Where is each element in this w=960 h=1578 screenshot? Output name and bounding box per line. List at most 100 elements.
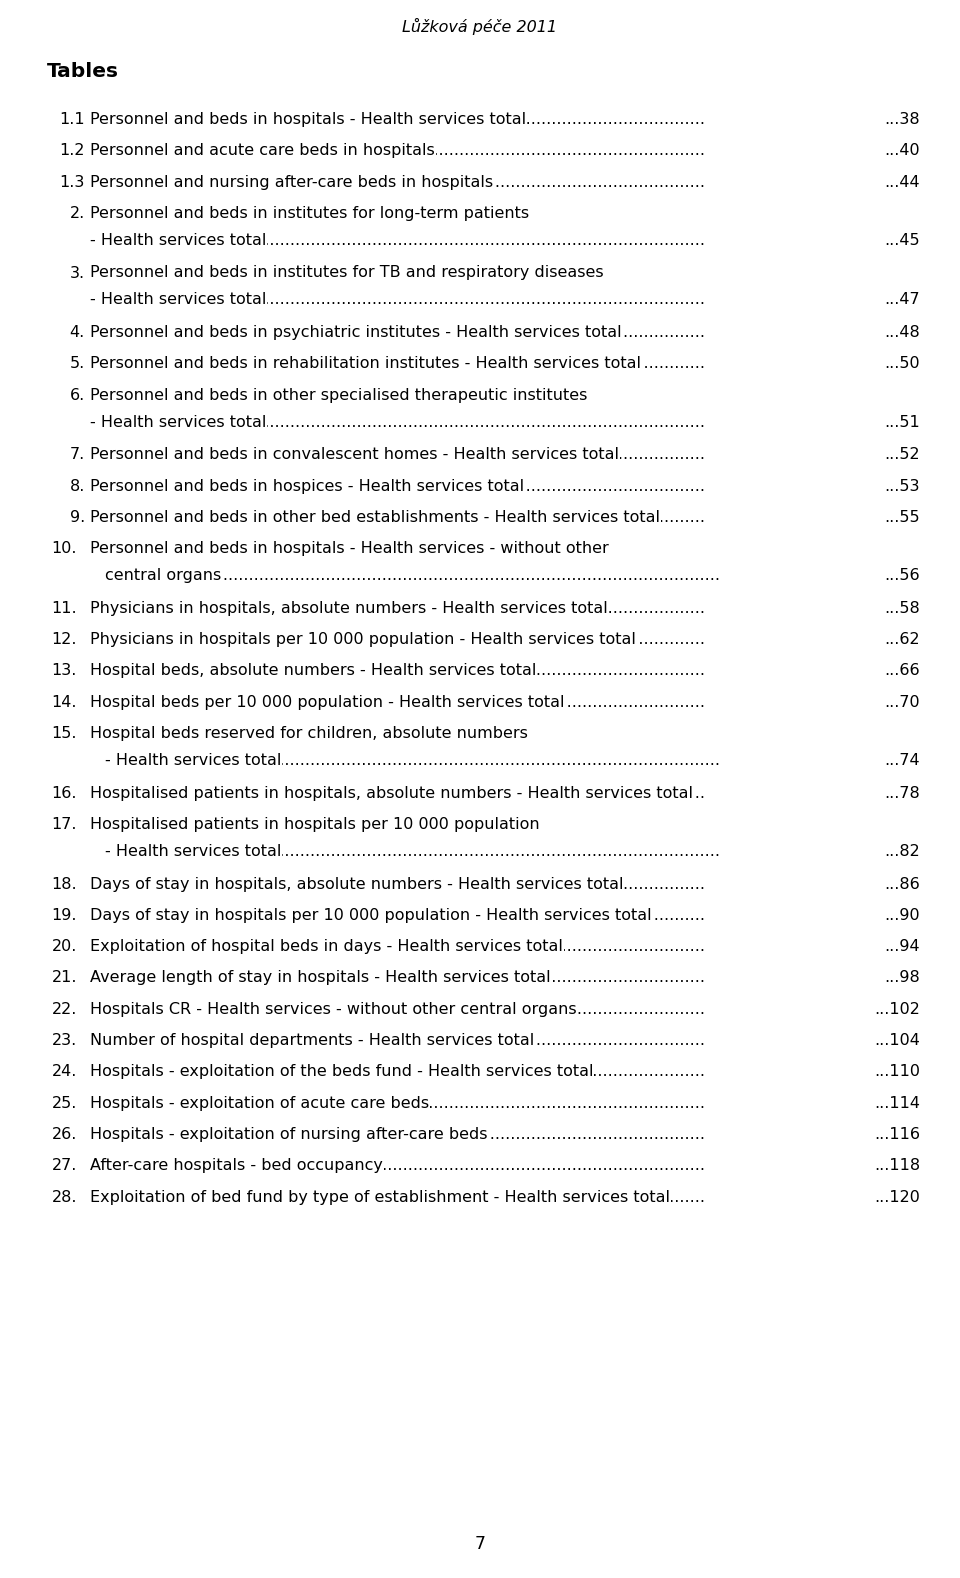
Text: 1.1: 1.1 [60,112,85,126]
Text: ................................................................................: ........................................… [90,478,705,494]
Text: ................................................................................: ........................................… [105,568,720,582]
Text: central organs: central organs [105,568,221,582]
Text: 16.: 16. [52,786,77,800]
Text: 27.: 27. [52,1158,77,1172]
Text: 23.: 23. [52,1034,77,1048]
Text: 13.: 13. [52,663,77,679]
Text: ................................................................................: ........................................… [90,232,705,248]
Text: - Health services total: - Health services total [90,292,266,308]
Text: After-care hospitals - bed occupancy: After-care hospitals - bed occupancy [90,1158,383,1172]
Text: ................................................................................: ........................................… [90,939,705,955]
Text: ...50: ...50 [884,357,920,371]
Text: ...110: ...110 [874,1064,920,1079]
Text: ...102: ...102 [875,1002,920,1016]
Text: ...66: ...66 [884,663,920,679]
Text: ................................................................................: ........................................… [90,1158,705,1172]
Text: Tables: Tables [47,62,119,80]
Text: ...116: ...116 [874,1127,920,1142]
Text: ...56: ...56 [884,568,920,582]
Text: 28.: 28. [52,1190,77,1204]
Text: ................................................................................: ........................................… [90,447,705,462]
Text: - Health services total: - Health services total [90,415,266,429]
Text: 5.: 5. [70,357,85,371]
Text: ................................................................................: ........................................… [90,633,705,647]
Text: Personnel and beds in institutes for long-term patients: Personnel and beds in institutes for lon… [90,205,529,221]
Text: Personnel and beds in convalescent homes - Health services total: Personnel and beds in convalescent homes… [90,447,619,462]
Text: Personnel and acute care beds in hospitals: Personnel and acute care beds in hospita… [90,144,435,158]
Text: ...62: ...62 [884,633,920,647]
Text: 3.: 3. [70,265,85,281]
Text: Days of stay in hospitals, absolute numbers - Health services total: Days of stay in hospitals, absolute numb… [90,876,623,892]
Text: ................................................................................: ........................................… [90,694,705,710]
Text: 22.: 22. [52,1002,77,1016]
Text: Personnel and nursing after-care beds in hospitals: Personnel and nursing after-care beds in… [90,175,493,189]
Text: ...98: ...98 [884,970,920,985]
Text: ...86: ...86 [884,876,920,892]
Text: ................................................................................: ........................................… [90,876,705,892]
Text: ................................................................................: ........................................… [90,970,705,985]
Text: 4.: 4. [70,325,85,341]
Text: ................................................................................: ........................................… [90,1095,705,1111]
Text: Personnel and beds in institutes for TB and respiratory diseases: Personnel and beds in institutes for TB … [90,265,604,281]
Text: Hospitalised patients in hospitals, absolute numbers - Health services total: Hospitalised patients in hospitals, abso… [90,786,693,800]
Text: 1.2: 1.2 [60,144,85,158]
Text: ................................................................................: ........................................… [90,663,705,679]
Text: - Health services total: - Health services total [105,844,281,858]
Text: 26.: 26. [52,1127,77,1142]
Text: ...74: ...74 [884,753,920,768]
Text: ................................................................................: ........................................… [90,175,705,189]
Text: ...78: ...78 [884,786,920,800]
Text: ................................................................................: ........................................… [90,144,705,158]
Text: Personnel and beds in other specialised therapeutic institutes: Personnel and beds in other specialised … [90,388,588,402]
Text: Exploitation of bed fund by type of establishment - Health services total: Exploitation of bed fund by type of esta… [90,1190,670,1204]
Text: Hospital beds, absolute numbers - Health services total: Hospital beds, absolute numbers - Health… [90,663,537,679]
Text: Hospitals - exploitation of acute care beds: Hospitals - exploitation of acute care b… [90,1095,429,1111]
Text: ...70: ...70 [884,694,920,710]
Text: ................................................................................: ........................................… [90,292,705,308]
Text: 18.: 18. [52,876,77,892]
Text: 1.3: 1.3 [60,175,85,189]
Text: Personnel and beds in rehabilitation institutes - Health services total: Personnel and beds in rehabilitation ins… [90,357,641,371]
Text: ...40: ...40 [884,144,920,158]
Text: ...90: ...90 [884,907,920,923]
Text: Physicians in hospitals per 10 000 population - Health services total: Physicians in hospitals per 10 000 popul… [90,633,636,647]
Text: 2.: 2. [70,205,85,221]
Text: 25.: 25. [52,1095,77,1111]
Text: 9.: 9. [70,510,85,525]
Text: ...94: ...94 [884,939,920,955]
Text: 21.: 21. [52,970,77,985]
Text: Personnel and beds in other bed establishments - Health services total: Personnel and beds in other bed establis… [90,510,660,525]
Text: ...118: ...118 [874,1158,920,1172]
Text: Hospitalised patients in hospitals per 10 000 population: Hospitalised patients in hospitals per 1… [90,817,540,832]
Text: ................................................................................: ........................................… [90,325,705,341]
Text: Hospitals - exploitation of nursing after-care beds: Hospitals - exploitation of nursing afte… [90,1127,488,1142]
Text: ................................................................................: ........................................… [105,753,720,768]
Text: ................................................................................: ........................................… [90,1002,705,1016]
Text: - Health services total: - Health services total [90,232,266,248]
Text: ...104: ...104 [875,1034,920,1048]
Text: ...120: ...120 [875,1190,920,1204]
Text: Hospitals - exploitation of the beds fund - Health services total: Hospitals - exploitation of the beds fun… [90,1064,593,1079]
Text: ...82: ...82 [884,844,920,858]
Text: Exploitation of hospital beds in days - Health services total: Exploitation of hospital beds in days - … [90,939,563,955]
Text: ...52: ...52 [884,447,920,462]
Text: 8.: 8. [70,478,85,494]
Text: Personnel and beds in psychiatric institutes - Health services total: Personnel and beds in psychiatric instit… [90,325,622,341]
Text: 10.: 10. [52,541,77,555]
Text: ................................................................................: ........................................… [90,1064,705,1079]
Text: Days of stay in hospitals per 10 000 population - Health services total: Days of stay in hospitals per 10 000 pop… [90,907,652,923]
Text: - Health services total: - Health services total [105,753,281,768]
Text: ...51: ...51 [884,415,920,429]
Text: Hospitals CR - Health services - without other central organs: Hospitals CR - Health services - without… [90,1002,577,1016]
Text: ................................................................................: ........................................… [90,601,705,615]
Text: ...114: ...114 [874,1095,920,1111]
Text: 7.: 7. [70,447,85,462]
Text: ...45: ...45 [884,232,920,248]
Text: 12.: 12. [52,633,77,647]
Text: ................................................................................: ........................................… [90,907,705,923]
Text: ................................................................................: ........................................… [90,510,705,525]
Text: Personnel and beds in hospices - Health services total: Personnel and beds in hospices - Health … [90,478,524,494]
Text: ...48: ...48 [884,325,920,341]
Text: ...55: ...55 [884,510,920,525]
Text: Number of hospital departments - Health services total: Number of hospital departments - Health … [90,1034,535,1048]
